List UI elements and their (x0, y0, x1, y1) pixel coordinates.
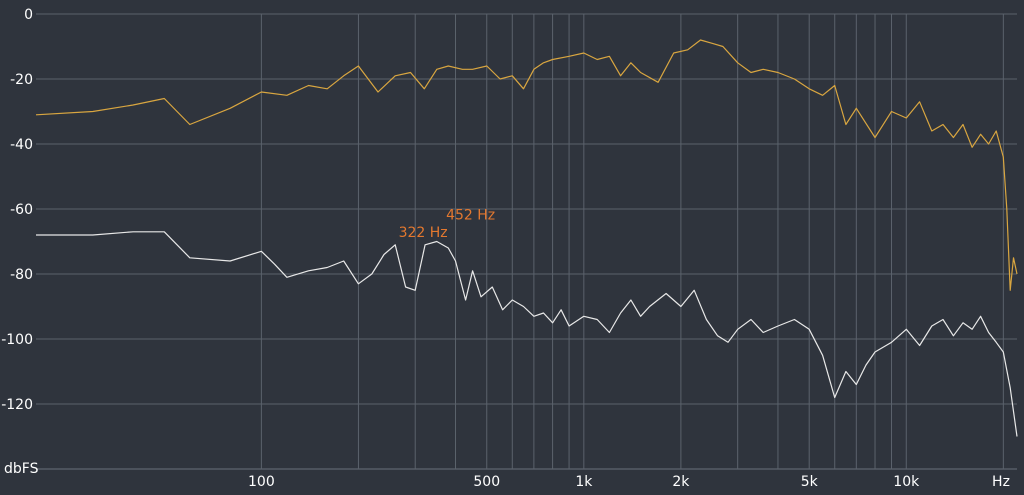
x-tick-label: 10k (893, 474, 920, 490)
peak-annotation: 452 Hz (446, 208, 495, 224)
y-tick-label: -40 (10, 137, 33, 153)
series-line-0 (35, 39, 1018, 291)
y-tick-label: -20 (10, 72, 33, 88)
y-tick-label: 0 (24, 7, 33, 23)
y-tick-label: -80 (10, 267, 33, 283)
x-tick-label: 1k (575, 474, 593, 490)
series-line-1 (36, 231, 1018, 437)
y-tick-label: -100 (1, 332, 33, 348)
series-group (35, 39, 1018, 437)
y-tick-label: -60 (10, 202, 33, 218)
y-axis-label: dbFS (4, 461, 39, 477)
x-tick-label: 5k (801, 474, 819, 490)
labels-group: 0 -20 -40 -60 -80 -100 -120 dbFS 100 500 1k 2k 5k 10k… (1, 7, 1010, 490)
grid (36, 13, 1017, 470)
x-tick-label: 2k (672, 474, 690, 490)
x-tick-label: 500 (473, 474, 500, 490)
x-tick-label: 100 (248, 474, 275, 490)
x-axis-label: Hz (992, 474, 1010, 490)
y-tick-label: -120 (1, 397, 33, 413)
peak-annotation: 322 Hz (399, 225, 448, 241)
